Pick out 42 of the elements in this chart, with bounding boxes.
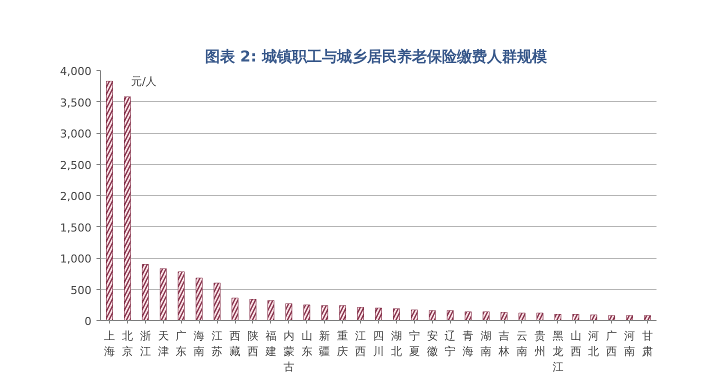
x-tick-label: 黑龙江 [552,330,564,374]
y-tick-label: 2,500 [60,158,92,172]
x-tick-label: 广西 [606,330,618,358]
x-tick-label: 贵州 [534,330,546,358]
y-tick-label: 1,000 [60,252,92,266]
x-tick-label: 甘肃 [642,330,654,358]
y-tick-label: 3,000 [60,128,92,140]
x-tick-label: 新疆 [319,330,330,358]
x-tick-label: 陕西 [247,330,258,358]
x-tick-label: 辽宁 [444,330,456,358]
x-tick-label: 江苏 [212,330,223,358]
x-tick-label: 山西 [570,330,582,358]
x-tick-label: 吉林 [498,330,510,358]
x-tick-label: 宁夏 [408,330,420,358]
x-tick-label: 湖北 [390,330,402,358]
y-tick-label: 3,500 [60,96,92,110]
x-tick-label: 云南 [516,330,528,358]
chart-title: 图表 2: 城镇职工与城乡居民养老保险缴费人群规模 [204,48,548,66]
annotation: 元/人 [130,75,157,88]
x-tick-label: 北京 [122,330,133,358]
x-tick-label: 山东 [301,330,312,358]
x-tick-label: 河南 [624,330,636,358]
x-tick-label: 海南 [194,330,205,358]
y-tick-label: 0 [84,315,92,328]
x-tick-label: 浙江 [140,330,151,358]
y-tick-label: 1,500 [60,221,92,234]
x-tick-label: 河北 [588,330,600,358]
x-tick-label: 重庆 [337,330,348,358]
x-tick-label: 西藏 [230,330,241,358]
x-tick-label: 青海 [462,330,474,358]
x-tick-label: 天津 [158,330,169,358]
x-tick-label: 江西 [355,330,366,358]
x-tick-label: 上海 [104,330,115,358]
x-tick-label: 安徽 [426,330,438,358]
y-tick-label: 2,000 [60,190,92,203]
y-tick-label: 500 [70,284,92,297]
x-tick-label: 福建 [264,330,276,358]
x-tick-label: 湖南 [480,330,492,358]
x-tick-label: 内蒙古 [283,330,294,374]
y-tick-label: 4,000 [60,65,92,78]
x-tick-label: 四川 [373,330,384,358]
x-tick-label: 广东 [176,330,187,358]
